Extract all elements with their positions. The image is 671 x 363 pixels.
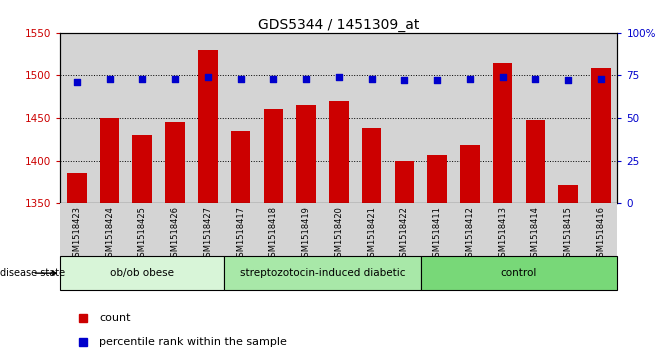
Bar <box>460 145 480 203</box>
Text: GSM1518415: GSM1518415 <box>564 206 572 262</box>
Bar <box>329 101 349 203</box>
Bar <box>388 203 421 256</box>
Bar <box>395 160 414 203</box>
Text: GSM1518413: GSM1518413 <box>498 206 507 262</box>
Bar <box>323 203 355 256</box>
Bar <box>60 203 93 256</box>
Point <box>104 76 115 82</box>
Bar <box>486 33 519 203</box>
Bar <box>323 33 355 203</box>
Text: GSM1518416: GSM1518416 <box>597 206 605 262</box>
Bar <box>290 203 323 256</box>
Bar <box>67 174 87 203</box>
Bar <box>552 203 584 256</box>
Bar <box>132 135 152 203</box>
Bar <box>264 109 283 203</box>
Point <box>71 79 82 85</box>
FancyBboxPatch shape <box>60 256 224 290</box>
Point <box>203 74 213 80</box>
Bar <box>191 33 224 203</box>
Point <box>137 76 148 82</box>
Bar <box>558 184 578 203</box>
Bar <box>355 203 388 256</box>
Bar <box>552 33 584 203</box>
Point <box>431 78 442 83</box>
Bar <box>231 131 250 203</box>
Bar <box>519 203 552 256</box>
Text: GSM1518427: GSM1518427 <box>203 206 212 262</box>
Text: GSM1518421: GSM1518421 <box>367 206 376 262</box>
Bar <box>126 33 158 203</box>
Bar <box>421 33 454 203</box>
Bar <box>100 118 119 203</box>
Bar <box>519 33 552 203</box>
Bar <box>388 33 421 203</box>
Point <box>236 76 246 82</box>
Text: GSM1518418: GSM1518418 <box>269 206 278 262</box>
Bar <box>257 33 290 203</box>
FancyBboxPatch shape <box>421 256 617 290</box>
Bar <box>355 33 388 203</box>
Text: percentile rank within the sample: percentile rank within the sample <box>99 337 287 347</box>
Bar <box>297 105 316 203</box>
Bar <box>126 203 158 256</box>
Text: disease state: disease state <box>0 268 65 278</box>
Text: GSM1518426: GSM1518426 <box>170 206 180 262</box>
Bar <box>454 203 486 256</box>
Bar <box>584 33 617 203</box>
Bar <box>191 203 224 256</box>
Bar <box>454 33 486 203</box>
Bar <box>158 33 191 203</box>
Bar <box>224 33 257 203</box>
Text: GSM1518423: GSM1518423 <box>72 206 81 262</box>
Bar <box>93 33 126 203</box>
Text: GSM1518422: GSM1518422 <box>400 206 409 262</box>
Point <box>596 76 607 82</box>
Text: control: control <box>501 268 537 278</box>
Bar <box>486 203 519 256</box>
Text: GSM1518412: GSM1518412 <box>466 206 474 262</box>
Text: GSM1518424: GSM1518424 <box>105 206 114 262</box>
Title: GDS5344 / 1451309_at: GDS5344 / 1451309_at <box>258 18 419 32</box>
Point <box>530 76 541 82</box>
Text: GSM1518420: GSM1518420 <box>334 206 344 262</box>
Bar <box>591 69 611 203</box>
Text: GSM1518425: GSM1518425 <box>138 206 147 262</box>
Text: count: count <box>99 313 131 323</box>
Bar <box>198 50 217 203</box>
Bar <box>158 203 191 256</box>
Bar <box>290 33 323 203</box>
Bar <box>362 128 381 203</box>
Point <box>333 74 344 80</box>
Text: streptozotocin-induced diabetic: streptozotocin-induced diabetic <box>240 268 405 278</box>
Point <box>563 78 574 83</box>
Bar <box>257 203 290 256</box>
Bar <box>584 203 617 256</box>
FancyBboxPatch shape <box>224 256 421 290</box>
Bar <box>93 203 126 256</box>
Bar <box>525 120 546 203</box>
Point <box>464 76 475 82</box>
Point <box>170 76 180 82</box>
Bar <box>427 155 447 203</box>
Point <box>301 76 311 82</box>
Text: GSM1518411: GSM1518411 <box>433 206 442 262</box>
Text: ob/ob obese: ob/ob obese <box>110 268 174 278</box>
Text: GSM1518414: GSM1518414 <box>531 206 540 262</box>
Bar <box>493 62 513 203</box>
Text: GSM1518417: GSM1518417 <box>236 206 245 262</box>
Point <box>366 76 377 82</box>
Bar <box>165 122 185 203</box>
Bar <box>60 33 93 203</box>
Point <box>268 76 278 82</box>
Point <box>399 78 410 83</box>
Bar <box>224 203 257 256</box>
Point <box>497 74 508 80</box>
Bar <box>421 203 454 256</box>
Text: GSM1518419: GSM1518419 <box>301 206 311 262</box>
